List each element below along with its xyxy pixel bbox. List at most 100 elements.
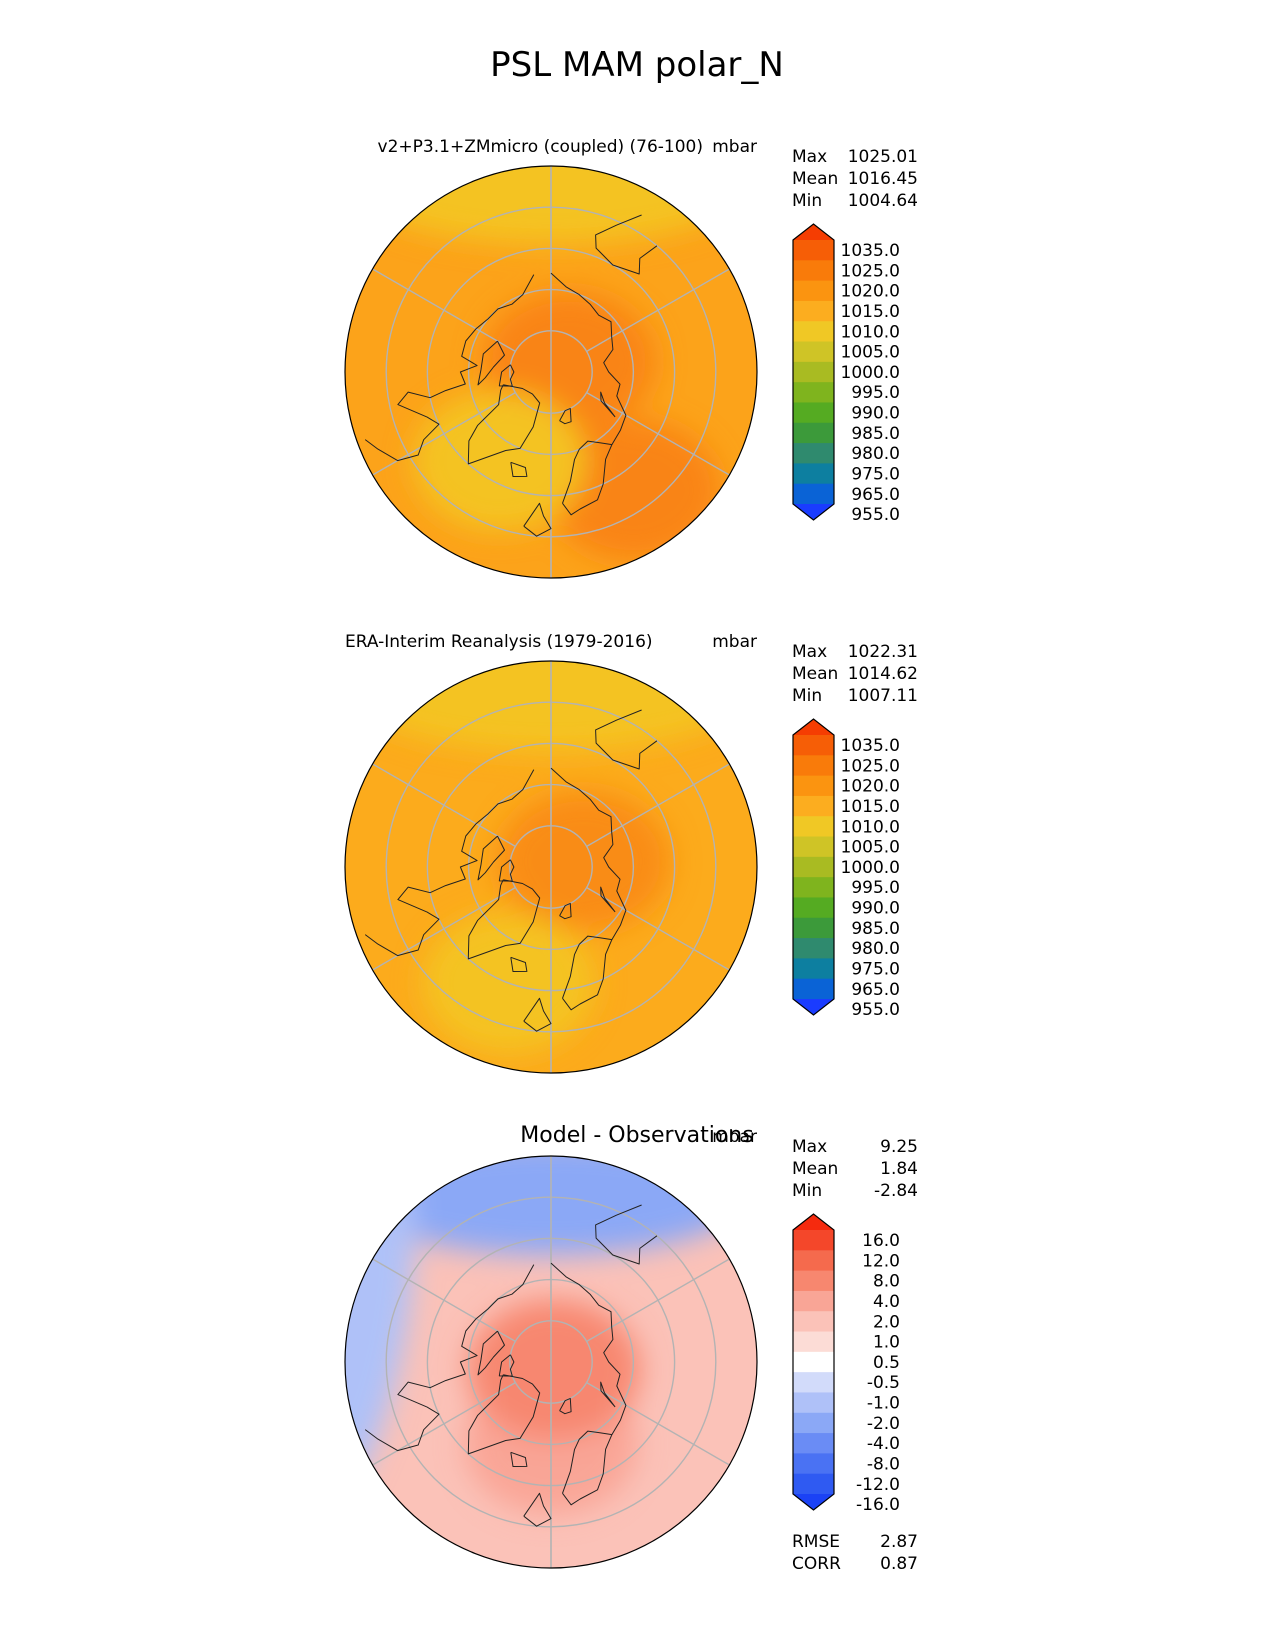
colorbar-tick-label: -1.0 (867, 1394, 900, 1414)
colorbar-segment (793, 856, 834, 878)
coastline (467, 384, 541, 465)
colorbar-outline (792, 718, 835, 1016)
colorbar-tick-label: 1005.0 (841, 838, 900, 858)
stat-max-label: Max (792, 642, 827, 662)
stat-min-value: -2.84 (874, 1181, 918, 1201)
coastline (600, 886, 616, 913)
coastline (559, 407, 572, 425)
colorbar-extend-min (793, 1494, 834, 1510)
colorbar-segment (793, 402, 834, 424)
polar-map (344, 165, 758, 579)
colorbar-segment (793, 1412, 834, 1434)
coastlines (364, 214, 658, 537)
colorbar-extend-min (793, 504, 834, 520)
stat-max-value: 1022.31 (848, 642, 918, 662)
meridian-line (372, 886, 516, 971)
stat-max-label: Max (792, 1137, 827, 1157)
stat-mean-label: Mean (792, 664, 838, 684)
coastline (523, 997, 552, 1032)
colorbar: 1035.01025.01020.01015.01010.01005.01000… (792, 718, 900, 1020)
coastlines (364, 1204, 658, 1527)
colorbar-tick-label: 12.0 (862, 1251, 900, 1271)
colorbar-segment (793, 958, 834, 980)
coastline (523, 502, 552, 537)
colorbar-segment (793, 361, 834, 383)
coastline (600, 391, 616, 418)
coastline (523, 1492, 552, 1527)
coastline (477, 340, 505, 386)
colorbar-tick-label: 1010.0 (841, 817, 900, 837)
colorbar-tick-label: 965.0 (851, 485, 900, 505)
colorbar-segment (793, 341, 834, 363)
coastline (510, 461, 528, 477)
meridian-line (586, 1258, 730, 1343)
coastline (498, 1354, 515, 1377)
coastline (595, 1204, 658, 1265)
graticule (372, 1156, 730, 1568)
colorbar-tick-label: 990.0 (851, 404, 900, 424)
colorbar: 16.012.08.04.02.01.00.5-0.5-1.0-2.0-4.0-… (792, 1213, 900, 1515)
colorbar-segment (793, 1453, 834, 1475)
meridian-line (372, 391, 516, 476)
graticule (372, 166, 730, 578)
colorbar-tick-label: 990.0 (851, 899, 900, 919)
colorbar-tick-label: 985.0 (851, 919, 900, 939)
meridian-line (372, 763, 516, 848)
panel-test-model: v2+P3.1+ZMmicro (coupled) (76-100) mbar … (344, 137, 918, 579)
coastline (364, 274, 535, 462)
coastline (498, 364, 515, 387)
map-field (345, 166, 757, 578)
coastline (550, 1262, 627, 1435)
coastline (364, 769, 535, 957)
figure-title: PSL MAM polar_N (490, 45, 784, 85)
meridian-line (586, 391, 730, 476)
colorbar-tick-label: 995.0 (851, 383, 900, 403)
colorbar-tick-label: 1020.0 (841, 282, 900, 302)
map-boundary (344, 660, 758, 1074)
stat-min-label: Min (792, 1181, 822, 1201)
meridian-line (372, 1258, 516, 1343)
colorbar-segment (793, 443, 834, 464)
stat-mean-value: 1.84 (880, 1159, 918, 1179)
colorbar-segment (793, 1311, 834, 1333)
colorbar-segment (793, 755, 834, 777)
colorbar-extend-max (793, 719, 834, 735)
colorbar-outline (792, 223, 835, 521)
colorbar-tick-label: 1025.0 (841, 756, 900, 776)
coastline (595, 214, 658, 275)
colorbar-segment (793, 816, 834, 838)
coastline (600, 1381, 616, 1408)
colorbar-tick-label: 995.0 (851, 878, 900, 898)
meridian-line (372, 268, 516, 353)
colorbar-segment (793, 978, 834, 1000)
colorbar-tick-label: -4.0 (867, 1434, 900, 1454)
colorbar-segment (793, 938, 834, 959)
panel-title: v2+P3.1+ZMmicro (coupled) (76-100) (378, 137, 703, 157)
colorbar-tick-label: 1000.0 (841, 858, 900, 878)
colorbar-tick-label: 1025.0 (841, 261, 900, 281)
colorbar-tick-label: 975.0 (851, 959, 900, 979)
colorbar-tick-label: 1015.0 (841, 302, 900, 322)
colorbar-segment (793, 1433, 834, 1454)
colorbar-segment (793, 280, 834, 302)
coastline (364, 1264, 535, 1452)
colorbar-segment (793, 1230, 834, 1251)
colorbar-segment (793, 1392, 834, 1414)
colorbar-segment (793, 775, 834, 797)
panel-difference: Model - Observations mbar Max 9.25 Mean … (344, 1123, 918, 1574)
field-anomaly-blob (547, 420, 721, 561)
stat-mean-value: 1014.62 (848, 664, 918, 684)
colorbar-segment (793, 422, 834, 444)
colorbar-segment (793, 877, 834, 898)
colorbar-tick-label: 980.0 (851, 939, 900, 959)
colorbar-segment (793, 836, 834, 858)
coastline (498, 859, 515, 882)
map-boundary (344, 1155, 758, 1569)
colorbar-segment (793, 260, 834, 282)
stat-max-value: 1025.01 (848, 147, 918, 167)
coastline (477, 1330, 505, 1376)
meridian-line (586, 763, 730, 848)
coastline (559, 1397, 572, 1415)
colorbar-tick-label: 955.0 (851, 505, 900, 525)
